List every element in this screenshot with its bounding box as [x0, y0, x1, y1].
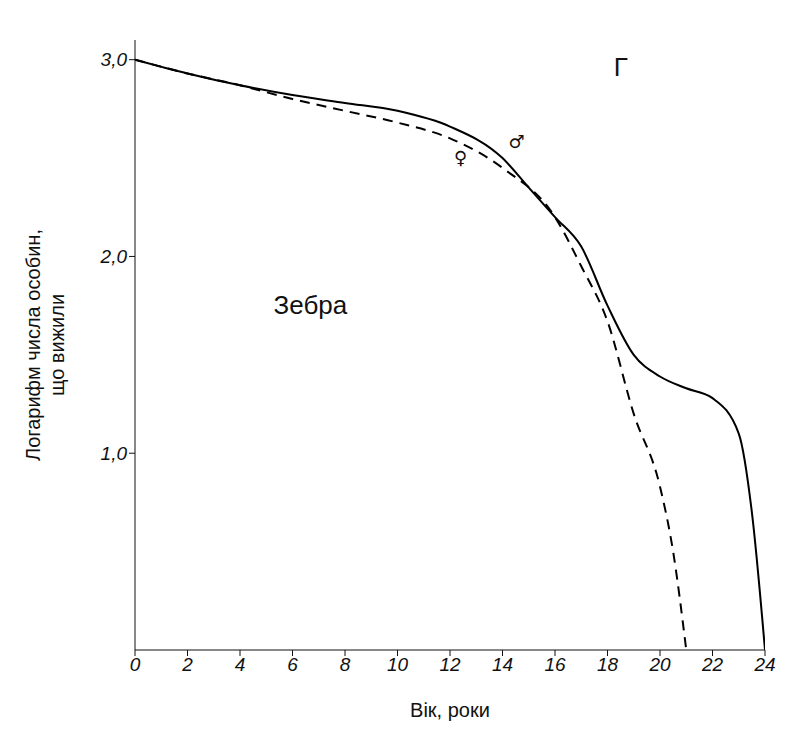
- svg-text:20: 20: [648, 654, 671, 675]
- svg-text:Вік, роки: Вік, роки: [410, 699, 490, 721]
- svg-text:3,0: 3,0: [101, 49, 128, 70]
- svg-text:24: 24: [753, 654, 775, 675]
- svg-text:10: 10: [387, 654, 409, 675]
- html-text:Г: Г: [613, 52, 628, 82]
- svg-text:2,0: 2,0: [100, 246, 128, 267]
- svg-text:12: 12: [439, 654, 461, 675]
- svg-text:0: 0: [130, 654, 141, 675]
- svg-text:8: 8: [340, 654, 351, 675]
- svg-text:18: 18: [597, 654, 619, 675]
- svg-text:♀: ♀: [454, 147, 467, 168]
- svg-text:14: 14: [492, 654, 513, 675]
- svg-text:16: 16: [544, 654, 566, 675]
- html-text:Зебра: Зебра: [273, 290, 348, 320]
- svg-text:1,0: 1,0: [101, 443, 128, 464]
- svg-text:6: 6: [287, 654, 298, 675]
- svg-text:Логарифм числа особин,що вижил: Логарифм числа особин,що вижили: [22, 229, 68, 461]
- svg-text:4: 4: [235, 654, 246, 675]
- svg-text:♂: ♂: [509, 131, 525, 152]
- svg-text:2: 2: [181, 654, 193, 675]
- svg-text:22: 22: [701, 654, 724, 675]
